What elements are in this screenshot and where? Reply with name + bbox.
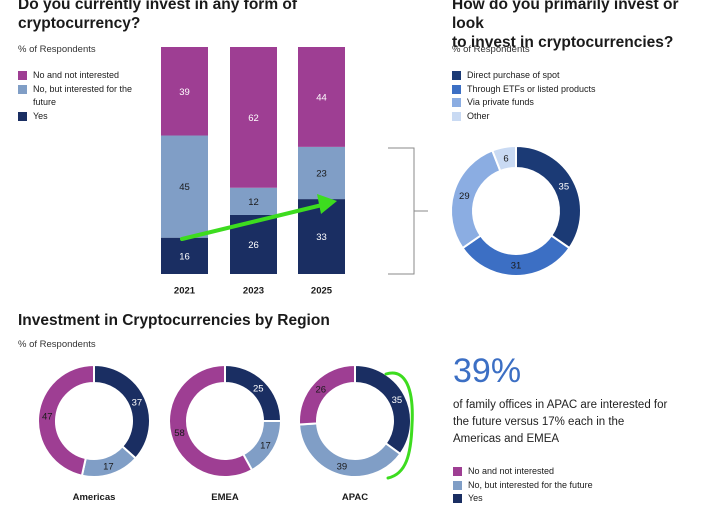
legend-label: Through ETFs or listed products xyxy=(467,83,596,94)
x-tick-label: 2023 xyxy=(243,286,264,297)
chart1-subtitle: % of Respondents xyxy=(18,44,96,55)
legend-item-yes: Yes xyxy=(453,492,673,506)
legend-item-no-interest: No and not interested xyxy=(18,69,136,83)
invest-method-donut-value-label: 31 xyxy=(511,261,522,272)
region-donut-apac-slice-1 xyxy=(298,422,402,478)
region-donut-americas-slice-0 xyxy=(93,363,151,460)
chart1-title-line1: Do you currently invest in any form of xyxy=(18,0,298,13)
chart2-subtitle: % of Respondents xyxy=(452,44,530,55)
legend-swatch-yes xyxy=(18,111,27,121)
legend-swatch-etf xyxy=(452,84,461,94)
legend-swatch-yes xyxy=(453,494,462,503)
bar-value-label: 23 xyxy=(316,169,327,180)
bar-segment-interested-2021 xyxy=(161,135,208,238)
region-donut-emea-value-label: 58 xyxy=(174,428,185,439)
legend-label: Yes xyxy=(468,493,483,503)
legend-label: No and not interested xyxy=(468,466,555,476)
bar-value-label: 33 xyxy=(316,232,327,243)
chart3-title: Investment in Cryptocurrencies by Region xyxy=(18,312,330,329)
region-donut-emea-value-label: 25 xyxy=(253,383,264,394)
chart1-legend: No and not interested No, but interested… xyxy=(18,69,136,123)
bar-value-label: 16 xyxy=(179,251,190,262)
chart2-title-line1: How do you primarily invest or look xyxy=(452,0,679,32)
bar-value-label: 62 xyxy=(248,113,259,124)
bar-segment-no-interest-2025 xyxy=(298,47,345,147)
bar-value-label: 44 xyxy=(316,92,327,103)
region-donut-apac-value-label: 35 xyxy=(392,395,403,406)
legend-label: Via private funds xyxy=(467,97,534,107)
region-donut-americas-value-label: 47 xyxy=(42,411,53,422)
bar-value-label: 45 xyxy=(179,182,190,193)
bar-segment-no-interest-2021 xyxy=(161,47,208,136)
region-donut-apac-value-label: 39 xyxy=(337,462,348,473)
region-donut-apac-value-label: 26 xyxy=(315,384,326,395)
chart2-title-line2: to invest in cryptocurrencies? xyxy=(452,34,674,51)
chart1-title: Do you currently invest in any form of c… xyxy=(18,0,297,33)
chart3-subtitle: % of Respondents xyxy=(18,339,96,350)
legend-swatch-funds xyxy=(452,98,461,107)
region-label-apac: APAC xyxy=(341,492,369,503)
chart2-title: How do you primarily invest or look to i… xyxy=(452,0,711,52)
region-donut-americas-slice-2 xyxy=(37,363,95,477)
big-percent: 39% xyxy=(453,352,522,390)
legend-item-yes: Yes xyxy=(18,110,136,124)
bar-segment-interested-2023 xyxy=(230,187,277,215)
region-note: of family offices in APAC are interested… xyxy=(453,399,668,445)
legend-item-direct: Direct purchase of spot xyxy=(452,69,652,83)
legend-swatch-no-interest xyxy=(453,467,462,476)
chart3-legend: No and not interested No, but interested… xyxy=(453,465,673,506)
x-tick-label: 2021 xyxy=(174,286,196,297)
invest-method-donut-slice-3 xyxy=(491,144,517,173)
legend-item-other: Other xyxy=(452,110,652,124)
trend-arrow-shaft xyxy=(180,203,324,241)
bar-value-label: 12 xyxy=(248,197,259,208)
x-tick-label: 2025 xyxy=(311,286,333,297)
region-donut-emea-value-label: 17 xyxy=(260,440,271,451)
legend-swatch-other xyxy=(452,111,461,121)
legend-item-funds: Via private funds xyxy=(452,96,652,110)
invest-method-donut-value-label: 6 xyxy=(503,153,508,164)
trend-arrow-head xyxy=(317,194,337,214)
bar-value-label: 39 xyxy=(179,87,190,98)
legend-swatch-no-interest xyxy=(18,71,27,80)
legend-label: No and not interested xyxy=(33,70,120,80)
bracket-connector xyxy=(388,147,415,275)
chart1-title-line2: cryptocurrency? xyxy=(18,15,141,32)
region-donut-americas-value-label: 17 xyxy=(103,461,114,472)
legend-item-no-interest: No and not interested xyxy=(453,465,673,479)
invest-method-donut-value-label: 35 xyxy=(559,181,570,192)
invest-method-donut-slice-0 xyxy=(515,144,582,250)
legend-swatch-interested xyxy=(453,480,462,490)
legend-label: Yes xyxy=(33,110,48,121)
legend-swatch-interested xyxy=(18,84,27,94)
region-donut-emea-slice-2 xyxy=(168,363,254,478)
region-label-emea: EMEA xyxy=(211,492,239,503)
legend-label: Direct purchase of spot xyxy=(467,70,560,80)
legend-item-interested: No, but interested for the future xyxy=(453,479,673,493)
legend-item-etf: Through ETFs or listed products xyxy=(452,83,652,97)
legend-label: No, but interested for the future xyxy=(33,83,133,108)
legend-swatch-direct xyxy=(452,71,461,80)
legend-label: No, but interested for the future xyxy=(468,479,593,490)
region-donut-apac-slice-2 xyxy=(298,363,356,426)
region-donut-americas-value-label: 37 xyxy=(132,397,143,408)
bar-segment-interested-2025 xyxy=(298,146,345,200)
bar-segment-no-interest-2023 xyxy=(230,47,277,188)
legend-item-interested: No, but interested for the future xyxy=(18,83,136,110)
bar-value-label: 26 xyxy=(248,240,259,251)
apac-highlight-stroke xyxy=(384,371,414,480)
chart2-legend: Direct purchase of spot Through ETFs or … xyxy=(452,69,652,123)
region-label-americas: Americas xyxy=(72,492,116,503)
bar-segment-yes-2021 xyxy=(161,237,208,274)
legend-label: Other xyxy=(467,110,490,121)
invest-method-donut-value-label: 29 xyxy=(459,191,470,202)
